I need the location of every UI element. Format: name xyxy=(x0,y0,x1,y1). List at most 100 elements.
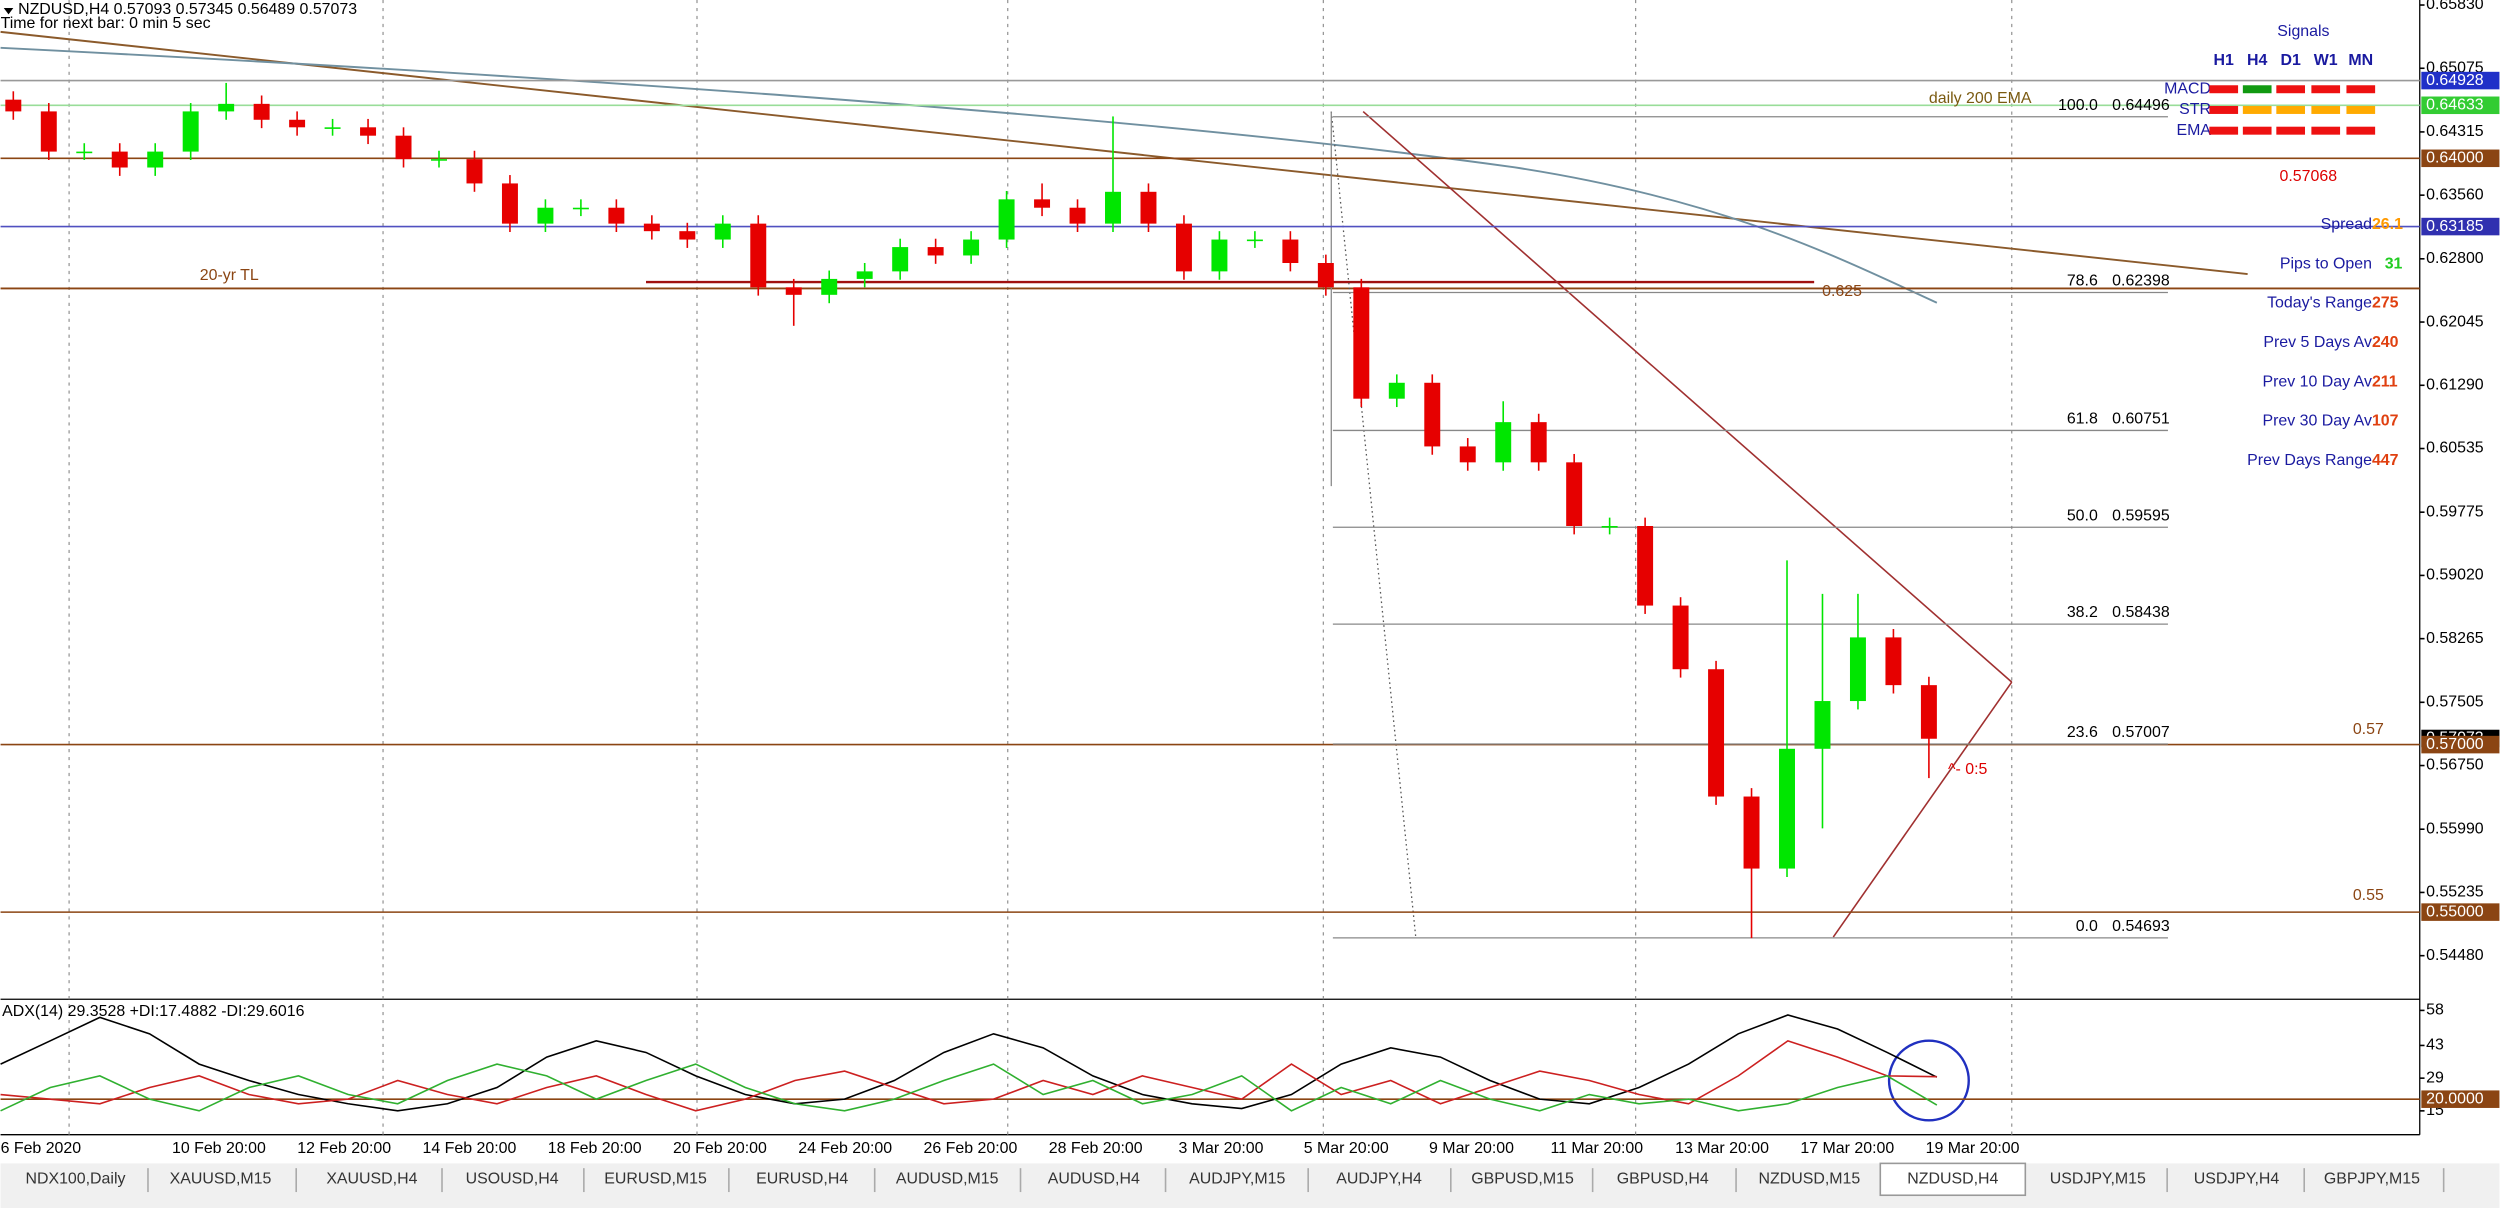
tab[interactable]: EURUSD,H4 xyxy=(756,1171,848,1188)
fib-ratio: 61.8 xyxy=(2067,410,2098,427)
level-box xyxy=(2421,71,2500,90)
candle-body xyxy=(714,223,731,240)
fib-price: 0.59595 xyxy=(2112,507,2170,524)
candle-body xyxy=(1920,685,1937,739)
level-label: 0.64633 xyxy=(2426,96,2484,113)
candle-body xyxy=(1814,701,1831,749)
candle-body xyxy=(431,159,447,161)
candle-body xyxy=(1353,287,1370,399)
candle-body xyxy=(111,151,128,168)
tab[interactable]: GBPJPY,M15 xyxy=(2324,1171,2420,1188)
x-tick-label: 17 Mar 20:00 xyxy=(1800,1140,1894,1157)
y-tick-label: 0.58265 xyxy=(2426,630,2484,647)
candle-body xyxy=(1637,525,1654,606)
level-label: 0.55000 xyxy=(2426,903,2484,920)
candle-body xyxy=(1708,669,1725,797)
y-tick-label: 0.55235 xyxy=(2426,884,2484,901)
adx-line xyxy=(0,1039,1937,1112)
candle-body xyxy=(501,183,518,224)
signal-cell xyxy=(2346,85,2376,94)
candle-body xyxy=(1743,796,1760,869)
signal-cell xyxy=(2311,105,2341,114)
candle-body xyxy=(1105,191,1121,224)
tab[interactable]: GBPUSD,H4 xyxy=(1617,1171,1709,1188)
y-tick-label: 0.61290 xyxy=(2426,376,2484,393)
chart-title: NZDUSD,H4 0.57093 0.57345 0.56489 0.5707… xyxy=(18,1,357,18)
tab[interactable]: GBPUSD,M15 xyxy=(1471,1171,1574,1188)
tab-active xyxy=(1879,1162,2027,1197)
signal-row: STR xyxy=(2179,101,2211,118)
candle-body xyxy=(1459,446,1476,463)
level-box xyxy=(2421,903,2500,921)
candle-body xyxy=(927,247,944,256)
x-tick-label: 24 Feb 20:00 xyxy=(798,1140,892,1157)
chart-subtitle: Time for next bar: 0 min 5 sec xyxy=(1,15,211,32)
fib-ratio: 38.2 xyxy=(2067,604,2098,621)
tab[interactable]: AUDUSD,H4 xyxy=(1048,1171,1140,1188)
candle-body xyxy=(750,223,767,288)
tab[interactable]: NZDUSD,M15 xyxy=(1759,1171,1861,1188)
candle-body xyxy=(1849,637,1866,702)
fib-ratio: 50.0 xyxy=(2067,507,2098,524)
level-label: 0.57000 xyxy=(2426,736,2484,753)
x-tick-label: 13 Mar 20:00 xyxy=(1675,1140,1769,1157)
tab[interactable]: AUDUSD,M15 xyxy=(896,1171,999,1188)
signal-row: EMA xyxy=(2176,122,2211,139)
tab[interactable]: EURUSD,M15 xyxy=(604,1171,707,1188)
candle-body xyxy=(182,111,199,152)
tab[interactable]: USDJPY,H4 xyxy=(2194,1171,2280,1188)
signal-cell xyxy=(2276,85,2306,94)
candle-body xyxy=(1140,191,1157,224)
candle-body xyxy=(1885,637,1902,686)
annotation: 0.57 xyxy=(2353,721,2384,738)
level-label: 0.63185 xyxy=(2426,218,2484,235)
stat-label: Prev Days Range xyxy=(2247,452,2372,469)
y-tick-label: 0.56750 xyxy=(2426,757,2484,774)
level-label: 0.64000 xyxy=(2426,150,2484,167)
signal-cell xyxy=(2242,126,2272,135)
signals-title: Signals xyxy=(2277,23,2329,40)
level-box xyxy=(2421,735,2500,754)
tab[interactable]: AUDJPY,M15 xyxy=(1189,1171,1285,1188)
tab[interactable]: USOUSD,H4 xyxy=(466,1171,559,1188)
stat-value: 447 xyxy=(2372,452,2399,469)
y-tick-label: 0.64315 xyxy=(2426,123,2484,140)
signal-column: W1 xyxy=(2314,52,2338,69)
x-tick-label: 12 Feb 20:00 xyxy=(297,1140,391,1157)
tab[interactable]: AUDJPY,H4 xyxy=(1336,1171,1422,1188)
annotation: 20-yr TL xyxy=(200,267,259,284)
stat-label: Today's Range xyxy=(2267,295,2372,312)
candle-body xyxy=(1388,382,1405,399)
tab[interactable]: NDX100,Daily xyxy=(25,1171,125,1188)
annotation: daily 200 EMA xyxy=(1929,90,2032,107)
stat-value: 240 xyxy=(2372,334,2399,351)
stat-label: Spread xyxy=(2321,216,2372,233)
signal-cell xyxy=(2276,105,2306,114)
candle-body xyxy=(466,159,483,184)
x-tick-label: 11 Mar 20:00 xyxy=(1550,1140,1643,1157)
candle-body xyxy=(1034,199,1051,208)
candle-body xyxy=(324,127,341,129)
fib-price: 0.58438 xyxy=(2112,604,2170,621)
x-tick-label: 26 Feb 20:00 xyxy=(924,1140,1018,1157)
candle-body xyxy=(253,103,270,120)
candle-body xyxy=(1601,525,1618,528)
annotation: ^- 0:5 xyxy=(1948,761,1987,778)
tab[interactable]: USDJPY,M15 xyxy=(2050,1171,2146,1188)
annotation: 0.57068 xyxy=(2280,168,2338,185)
fib-price: 0.57007 xyxy=(2112,724,2170,741)
fib-price: 0.62398 xyxy=(2112,273,2170,290)
tab[interactable]: XAUUSD,H4 xyxy=(326,1171,417,1188)
fib-ratio: 100.0 xyxy=(2058,97,2098,114)
stat-label: Pips to Open xyxy=(2280,255,2372,272)
tab[interactable]: XAUUSD,M15 xyxy=(170,1171,272,1188)
signal-cell xyxy=(2276,126,2306,135)
fib-price: 0.60751 xyxy=(2112,410,2170,427)
candle-body xyxy=(1246,239,1263,242)
tab[interactable]: NZDUSD,H4 xyxy=(1907,1171,1998,1188)
candle-body xyxy=(679,231,696,240)
y-tick-label: 0.54480 xyxy=(2426,947,2484,964)
